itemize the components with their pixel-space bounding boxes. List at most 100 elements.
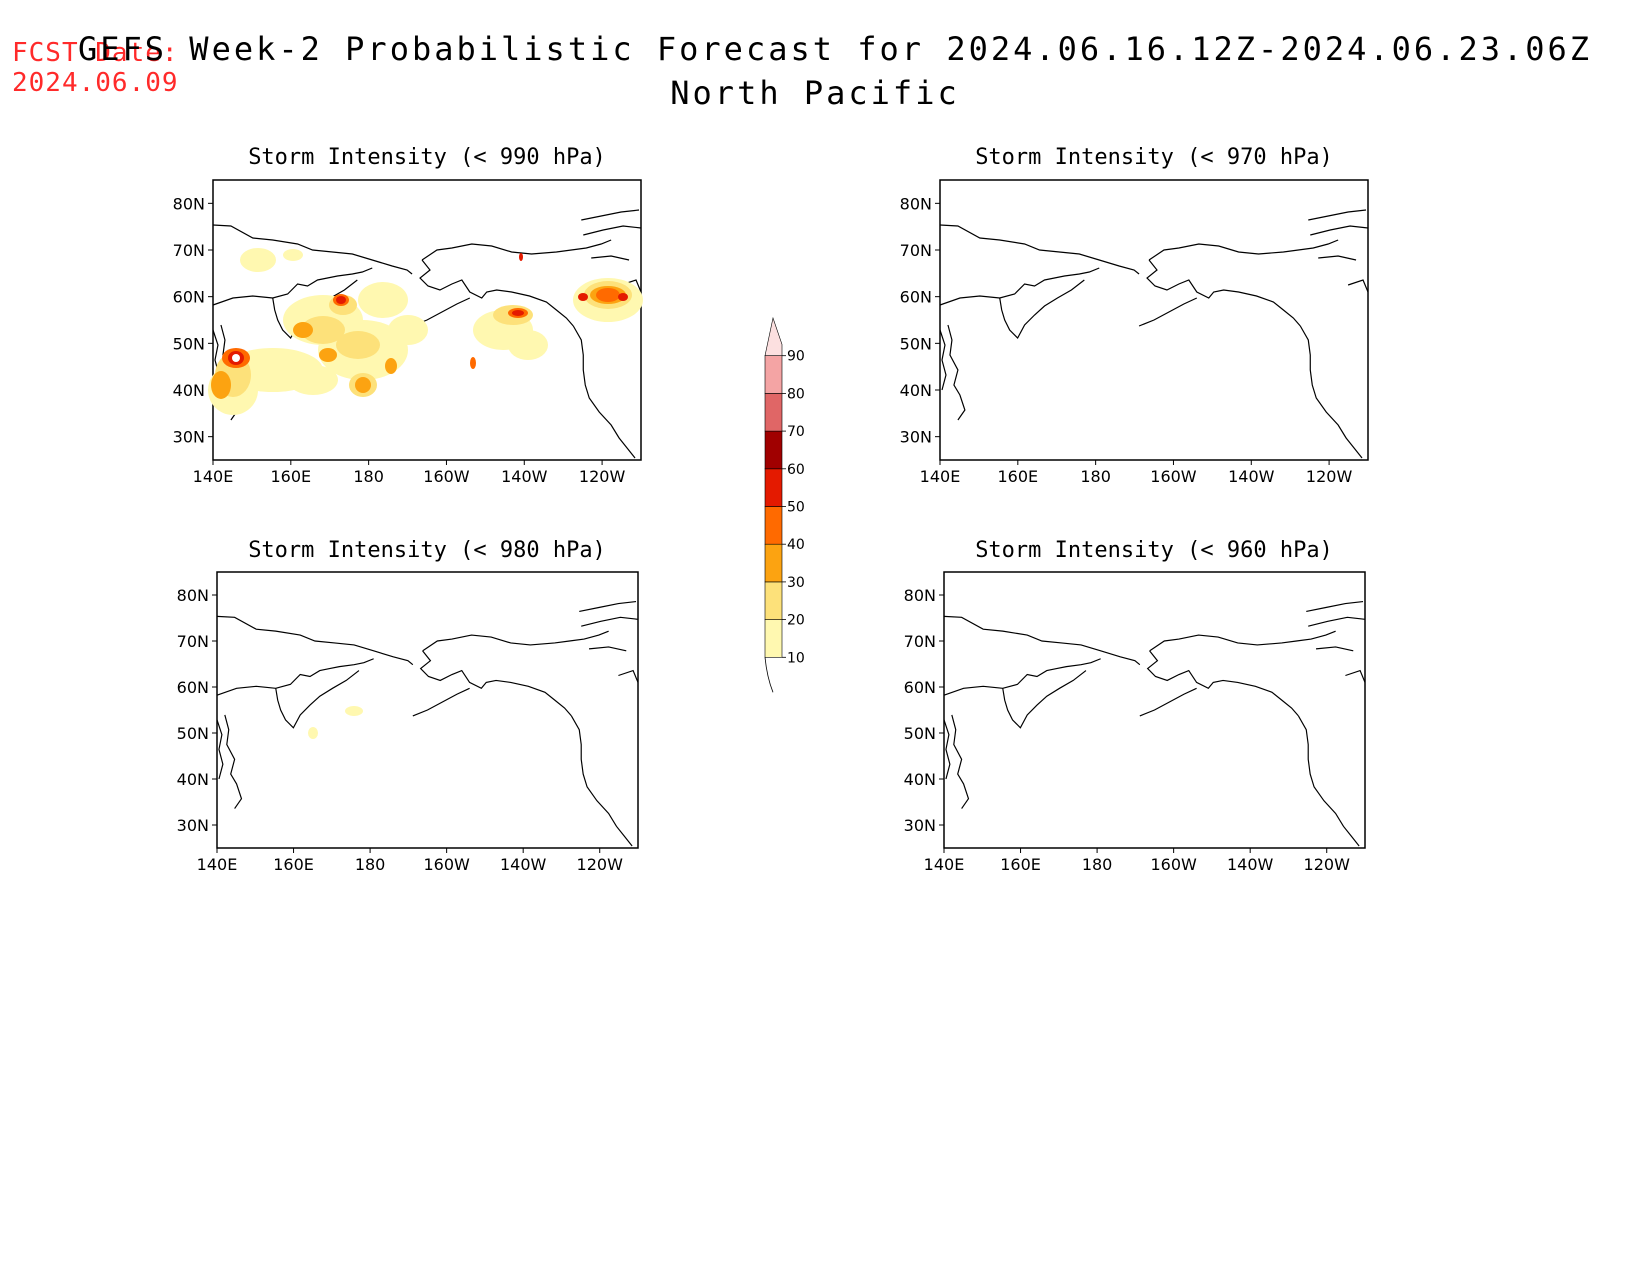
lon-tick-label: 180 [355, 855, 386, 874]
lon-tick-label: 120W [1304, 855, 1351, 874]
lat-tick-label: 50N [900, 334, 932, 353]
colorbar-segment [764, 506, 783, 545]
probability-field-990 [208, 248, 643, 415]
map-panel-p980: Storm Intensity (< 980 hPa) 140E 160E 180 16… [177, 538, 639, 874]
probability-contour [301, 316, 345, 344]
lat-tick-label: 40N [900, 381, 932, 400]
map-frame [216, 571, 639, 849]
panel-title: Storm Intensity (< 990 hPa) [248, 145, 606, 170]
colorbar-label: 80 [787, 386, 805, 402]
colorbar-segment [764, 468, 783, 507]
lon-tick-label: 180 [1080, 467, 1111, 486]
colorbar-label: 70 [787, 424, 805, 440]
page-subtitle: North Pacific [670, 74, 960, 112]
probability-contour [319, 348, 337, 362]
map-panel-p990: Storm Intensity (< 990 hPa) 140E 160E 180 16… [173, 145, 642, 486]
colorbar-label: 20 [787, 613, 805, 629]
lon-tick-label: 160E [270, 467, 311, 486]
lon-tick-label: 140W [500, 855, 547, 874]
colorbar-segment [764, 619, 783, 658]
colorbar: 10 20 30 40 50 60 70 80 90 [764, 316, 805, 693]
lat-tick-label: 70N [177, 632, 209, 651]
colorbar-label: 30 [787, 575, 805, 591]
probability-contour [519, 253, 523, 261]
page-title: GEFS Week-2 Probabilistic Forecast for 2… [77, 30, 1593, 68]
probability-contour [293, 322, 313, 338]
lat-tick-label: 60N [173, 288, 205, 307]
map-frame [943, 571, 1366, 849]
lat-tick-label: 30N [177, 816, 209, 835]
probability-contour [358, 282, 408, 318]
map-panel-p960: Storm Intensity (< 960 hPa) 140E 160E 180 16… [904, 538, 1366, 874]
lat-tick-label: 60N [177, 678, 209, 697]
probability-contour [336, 331, 380, 359]
colorbar-segment [764, 393, 783, 432]
panel-title: Storm Intensity (< 960 hPa) [975, 538, 1333, 563]
lat-tick-label: 70N [904, 632, 936, 651]
lat-tick-label: 60N [900, 288, 932, 307]
probability-contour [596, 288, 620, 302]
fcst-date-value: 2024.06.09 [12, 68, 179, 98]
lat-tick-label: 30N [900, 428, 932, 447]
lon-tick-label: 160W [423, 467, 470, 486]
panel-title: Storm Intensity (< 980 hPa) [248, 538, 606, 563]
probability-contour [355, 377, 371, 393]
lat-tick-label: 30N [173, 428, 205, 447]
lon-tick-label: 140E [197, 855, 238, 874]
lat-tick-label: 80N [177, 586, 209, 605]
lat-tick-label: 30N [904, 816, 936, 835]
lon-tick-label: 120W [579, 467, 626, 486]
probability-contour [385, 358, 397, 374]
lon-tick-label: 120W [1306, 467, 1353, 486]
lat-tick-label: 70N [173, 241, 205, 260]
probability-contour [336, 296, 346, 304]
lat-tick-label: 80N [173, 194, 205, 213]
lon-tick-label: 160E [273, 855, 314, 874]
lat-tick-label: 60N [904, 678, 936, 697]
colorbar-label: 50 [787, 500, 805, 516]
colorbar-segment [764, 543, 783, 583]
lat-tick-label: 70N [900, 241, 932, 260]
colorbar-label: 40 [787, 537, 805, 553]
lon-tick-label: 180 [353, 467, 384, 486]
lon-tick-label: 160E [1000, 855, 1041, 874]
lon-tick-label: 160W [423, 855, 470, 874]
lon-tick-label: 160W [1150, 855, 1197, 874]
probability-contour [618, 293, 628, 301]
coastline [943, 600, 1366, 847]
map-panel-p970: Storm Intensity (< 970 hPa) 140E 160E 180 16… [900, 145, 1369, 486]
lat-tick-label: 50N [177, 724, 209, 743]
lon-tick-label: 140W [501, 467, 548, 486]
probability-field-980 [308, 706, 363, 739]
probability-contour [508, 330, 548, 360]
probability-contour [211, 371, 231, 399]
lon-tick-label: 180 [1082, 855, 1113, 874]
lon-tick-label: 140E [924, 855, 965, 874]
colorbar-label: 10 [787, 650, 805, 666]
probability-contour [308, 727, 318, 739]
colorbar-segment [764, 316, 783, 356]
panel-title: Storm Intensity (< 970 hPa) [975, 145, 1333, 170]
forecast-date-label: FCST Date: 2024.06.09 [12, 38, 179, 98]
probability-contour [240, 248, 276, 272]
probability-contour [470, 357, 476, 369]
map-frame [212, 179, 642, 461]
lat-tick-label: 50N [904, 724, 936, 743]
coastline [216, 600, 639, 847]
colorbar-segment [764, 581, 783, 620]
probability-contour [388, 315, 428, 345]
colorbar-tail [764, 657, 774, 693]
fcst-date-caption: FCST Date: [12, 38, 179, 68]
lat-tick-label: 40N [177, 770, 209, 789]
lat-tick-label: 80N [904, 586, 936, 605]
lat-tick-label: 80N [900, 194, 932, 213]
lon-tick-label: 120W [577, 855, 624, 874]
probability-contour [232, 354, 240, 362]
lon-tick-label: 140W [1228, 467, 1275, 486]
lat-tick-label: 40N [173, 381, 205, 400]
lon-tick-label: 160E [997, 467, 1038, 486]
map-frame [939, 179, 1369, 461]
colorbar-label: 60 [787, 462, 805, 478]
probability-contour [288, 365, 338, 395]
